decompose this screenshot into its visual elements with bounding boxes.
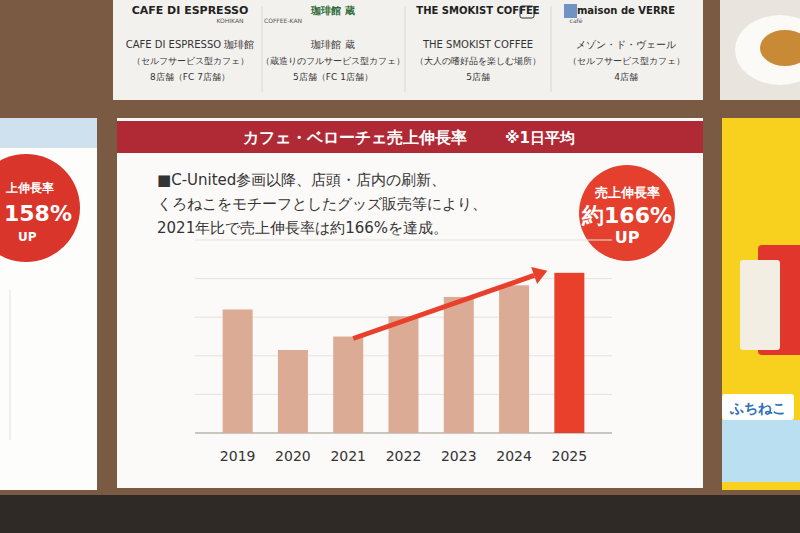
bar: [499, 285, 529, 433]
growth-badge-label: 売上伸長率: [595, 185, 660, 200]
chart-title: カフェ・ベローチェ売上伸長率: [243, 128, 467, 147]
category-label: 2019: [220, 448, 256, 464]
left-badge-text: 上伸長率: [5, 181, 54, 195]
brand-divider: [551, 6, 552, 92]
brand-sub-logo: café: [570, 17, 583, 24]
left-badge: [0, 154, 80, 262]
brand-logo: 珈琲館 蔵: [310, 5, 354, 16]
brand-logo: THE SMOKIST COFFEE: [416, 5, 539, 16]
brand-desc: （セルフサービス型カフェ）: [132, 56, 249, 66]
brand-name: THE SMOKIST COFFEE: [422, 39, 533, 50]
growth-badge-value: 約166%: [581, 203, 672, 228]
brand-stores: 8店舗（FC 7店舗）: [150, 72, 230, 82]
brand-sub-logo: KOHIKAN: [216, 17, 243, 24]
title-band: [117, 121, 703, 153]
growth-badge-up: UP: [615, 228, 640, 247]
brand-name: メゾン・ド・ヴェール: [576, 39, 676, 50]
growth-badge: [579, 165, 675, 261]
bar: [554, 273, 584, 433]
brand-desc: （セルフサービス型カフェ）: [568, 56, 685, 66]
brand-desc: （大人の嗜好品を楽しむ場所）: [415, 56, 541, 66]
brand-stores: 5店舗: [466, 72, 490, 82]
category-label: 2023: [441, 448, 477, 464]
right-tote: [740, 260, 780, 350]
brand-name: 珈琲館 蔵: [311, 39, 354, 50]
right-dish: [735, 15, 800, 85]
grid-line: [195, 278, 612, 279]
description-line: 2021年比で売上伸長率は約166%を達成。: [157, 219, 448, 237]
category-label: 2022: [386, 448, 422, 464]
brand-panel: [113, 0, 703, 100]
category-label: 2021: [330, 448, 366, 464]
poster: CAFE DI ESPRESSOKOHIKAN CAFE DI ESPRESSO …: [0, 0, 800, 533]
brand-name: CAFE DI ESPRESSO 珈琲館: [126, 39, 255, 50]
brand-logo: CAFE DI ESPRESSO: [132, 4, 249, 17]
trend-arrow-head: [531, 267, 547, 284]
brand-desc: （蔵造りのフルサービス型カフェ）: [261, 56, 405, 66]
category-label: 2020: [275, 448, 311, 464]
right-label-box: [722, 394, 794, 420]
left-panel-header: [0, 118, 97, 148]
right-poster: [722, 420, 800, 482]
chart-subtitle: ※1日平均: [505, 129, 575, 147]
brand-icon: [564, 4, 577, 18]
chart-panel: [117, 118, 703, 488]
bar: [444, 297, 474, 433]
brand-sub-logo: COFFEE-KAN: [264, 17, 302, 24]
brand-stores: 5店舗（FC 1店舗）: [293, 72, 373, 82]
trend-arrow: [353, 275, 534, 338]
category-label: 2025: [552, 448, 588, 464]
category-label: 2024: [496, 448, 532, 464]
left-badge-up: UP: [18, 230, 37, 244]
brand-divider: [262, 6, 263, 92]
floor-strip: [0, 495, 800, 533]
brand-stores: 4店舗: [614, 72, 638, 82]
brand-logo: maison de VERRE: [577, 5, 675, 16]
bar: [223, 309, 253, 433]
bar: [389, 316, 419, 433]
bars: [223, 273, 585, 433]
left-decor: [10, 290, 11, 440]
right-label: ふちねこ: [729, 400, 786, 416]
bar: [278, 350, 308, 433]
right-food: [760, 30, 800, 66]
bar: [333, 337, 363, 434]
grid-line: [195, 240, 612, 241]
left-badge-value: 158%: [4, 201, 72, 226]
description-line: ■C-United参画以降、店頭・店内の刷新、: [157, 171, 446, 189]
description-line: くろねこをモチーフとしたグッズ販売等により、: [157, 195, 487, 213]
right-panel: [722, 118, 800, 490]
brand-divider: [405, 6, 406, 92]
